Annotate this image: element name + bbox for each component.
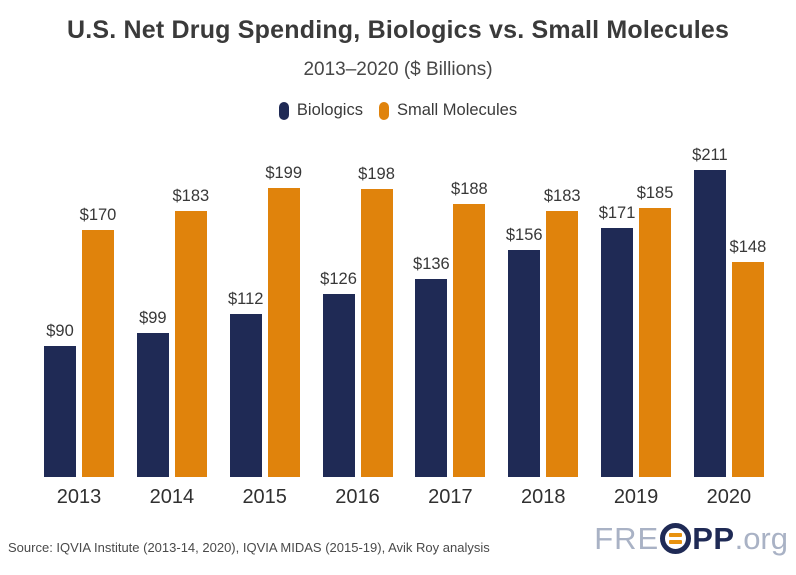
- bars-2013: $90 $170: [44, 147, 116, 477]
- logo-text-fre: FRE: [594, 521, 660, 556]
- bar-small-molecules-2019: $185: [637, 184, 673, 477]
- bar-value-label: $90: [46, 322, 74, 340]
- bar-value-label: $112: [227, 290, 264, 308]
- x-axis-label-2013: 2013: [56, 486, 102, 508]
- freopp-logo: FRE PP .org: [594, 523, 788, 554]
- legend-label-small-molecules: Small Molecules: [396, 101, 518, 119]
- bars-2018: $156 $183: [506, 147, 581, 477]
- bar-biologics-2014: $99: [136, 309, 169, 477]
- bar-small-molecules-2013: $170: [80, 206, 116, 477]
- bar-value-label: $199: [265, 164, 303, 182]
- bar-biologics-2015: $112: [228, 290, 263, 477]
- year-group-2015: $112 $199 2015: [228, 147, 302, 509]
- bar-value-label: $170: [79, 206, 117, 224]
- year-group-2016: $126 $198 2016: [320, 147, 395, 509]
- legend: Biologics Small Molecules: [0, 101, 796, 120]
- bars-2020: $211 $148: [692, 146, 766, 477]
- bar-value-label: $99: [139, 309, 167, 327]
- x-axis-label-2019: 2019: [613, 486, 659, 508]
- bar-value-label: $183: [172, 187, 210, 205]
- year-group-2013: $90 $170 2013: [44, 147, 116, 509]
- chart-title: U.S. Net Drug Spending, Biologics vs. Sm…: [66, 16, 730, 44]
- bar-chart: $90 $170 2013 $99 $183 2014 $112 $199 2015 $126 $1…: [44, 146, 766, 509]
- bar-value-label: $188: [451, 180, 488, 198]
- bar-value-label: $185: [636, 184, 674, 202]
- bar-biologics-2013: $90: [44, 322, 76, 477]
- bar-value-label: $211: [692, 146, 728, 164]
- legend-item-biologics: Biologics: [278, 101, 363, 120]
- year-group-2018: $156 $183 2018: [506, 147, 581, 509]
- bar-value-label: $136: [413, 255, 450, 273]
- bar-value-label: $183: [543, 187, 581, 205]
- biologics-swatch-icon: [278, 101, 289, 120]
- bar-value-label: $156: [505, 226, 543, 244]
- bar-biologics-2016: $126: [320, 270, 357, 477]
- bar-small-molecules-2014: $183: [172, 187, 209, 477]
- x-axis-label-2020: 2020: [706, 486, 752, 508]
- x-axis-label-2017: 2017: [428, 486, 473, 508]
- x-axis-label-2015: 2015: [242, 486, 287, 508]
- logo-text-pp: PP: [692, 521, 735, 556]
- bars-2016: $126 $198: [320, 147, 395, 477]
- freopp-o-icon: [660, 523, 692, 554]
- bar-value-label: $126: [320, 270, 357, 288]
- year-group-2019: $171 $185 2019: [599, 147, 674, 509]
- year-group-2014: $99 $183 2014: [136, 147, 209, 509]
- bar-small-molecules-2020: $148: [730, 238, 766, 477]
- legend-label-biologics: Biologics: [296, 101, 363, 119]
- bars-2014: $99 $183: [136, 147, 209, 477]
- x-axis-label-2014: 2014: [149, 486, 195, 508]
- bar-biologics-2017: $136: [413, 255, 450, 477]
- bars-2017: $136 $188: [413, 147, 488, 477]
- bar-biologics-2018: $156: [506, 226, 543, 477]
- source-note: Source: IQVIA Institute (2013-14, 2020),…: [8, 540, 490, 555]
- logo-text-org: .org: [734, 521, 788, 556]
- bar-small-molecules-2018: $183: [544, 187, 581, 477]
- year-group-2017: $136 $188 2017: [413, 147, 488, 509]
- legend-item-small-molecules: Small Molecules: [378, 101, 518, 120]
- x-axis-label-2016: 2016: [335, 486, 380, 508]
- bar-value-label: $148: [729, 238, 767, 256]
- bar-small-molecules-2017: $188: [451, 180, 488, 477]
- bar-biologics-2020: $211: [692, 146, 728, 477]
- bar-small-molecules-2016: $198: [358, 165, 395, 477]
- bars-2015: $112 $199: [228, 147, 302, 477]
- small-molecules-swatch-icon: [378, 101, 389, 120]
- bar-value-label: $198: [358, 165, 395, 183]
- bar-small-molecules-2015: $199: [265, 164, 302, 477]
- bar-biologics-2019: $171: [599, 204, 635, 477]
- year-group-2020: $211 $148 2020: [692, 146, 766, 509]
- chart-subtitle: 2013–2020 ($ Billions): [303, 59, 493, 80]
- bars-2019: $171 $185: [599, 147, 673, 477]
- x-axis-label-2018: 2018: [520, 486, 566, 508]
- bar-value-label: $171: [598, 204, 636, 222]
